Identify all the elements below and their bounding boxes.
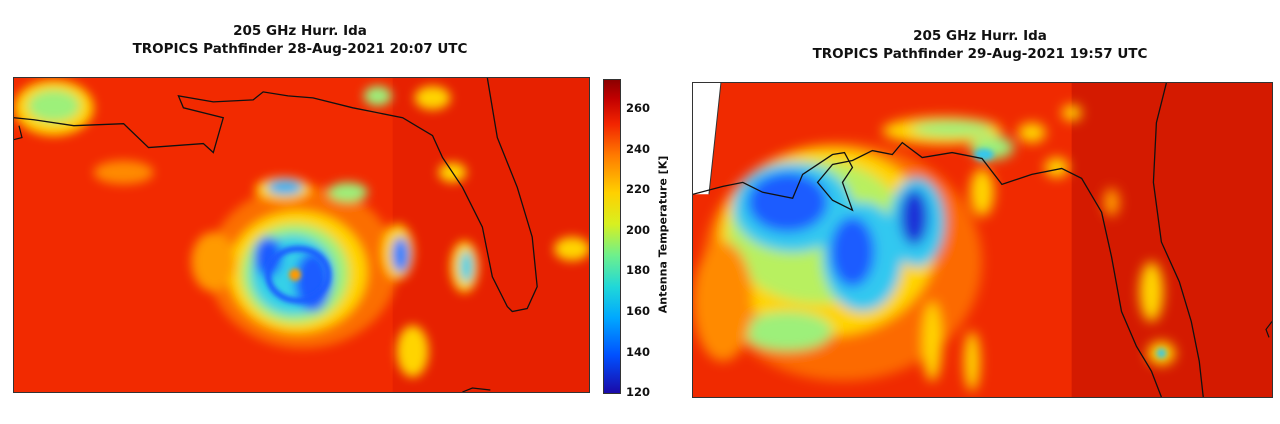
right-title-line1: 205 GHz Hurr. Ida (913, 28, 1047, 44)
left-panel-title: 205 GHz Hurr. Ida TROPICS Pathfinder 28-… (60, 22, 540, 58)
colorbar-tick: 200 (626, 223, 651, 237)
left-map-image (14, 78, 589, 392)
colorbar-tick: 140 (626, 345, 651, 359)
left-title-line2: TROPICS Pathfinder 28-Aug-2021 20:07 UTC (132, 41, 468, 57)
right-title-line2: TROPICS Pathfinder 29-Aug-2021 19:57 UTC (812, 46, 1148, 62)
colorbar-label: Antenna Temperature [K] (656, 155, 670, 314)
colorbar-tick: 160 (626, 304, 651, 318)
right-map (692, 82, 1273, 398)
left-title-line1: 205 GHz Hurr. Ida (233, 23, 367, 39)
left-map (13, 77, 590, 393)
colorbar-tick: 120 (626, 385, 651, 399)
colorbar-tick: 180 (626, 263, 651, 277)
right-map-image (693, 83, 1272, 397)
colorbar-tick: 220 (626, 182, 651, 196)
right-panel-title: 205 GHz Hurr. Ida TROPICS Pathfinder 29-… (740, 27, 1220, 63)
colorbar (603, 79, 621, 394)
colorbar-tick: 260 (626, 101, 651, 115)
colorbar-tick: 240 (626, 142, 651, 156)
